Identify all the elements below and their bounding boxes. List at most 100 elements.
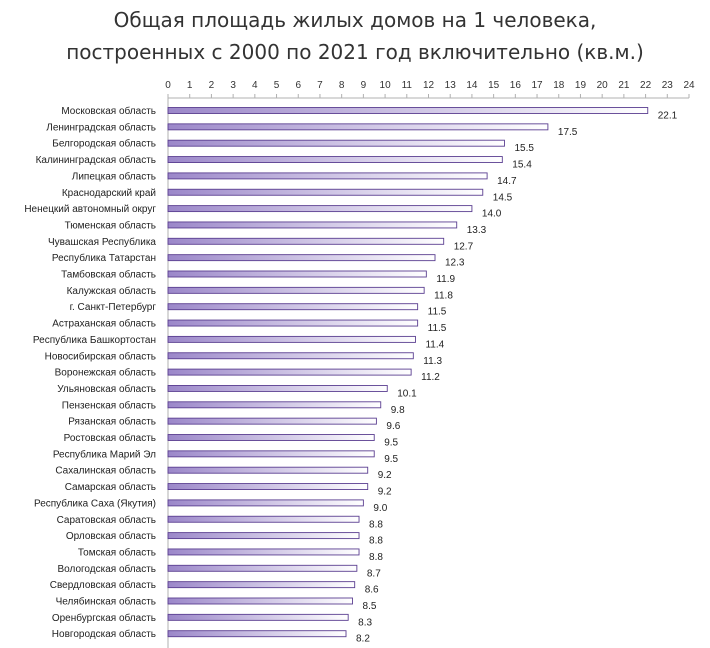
data-label: 11.4 — [425, 339, 444, 350]
x-tick-label: 6 — [295, 80, 301, 91]
x-tick-label: 0 — [165, 80, 171, 91]
bar — [167, 139, 505, 147]
bar — [167, 205, 473, 213]
category-label: Московская область — [61, 105, 156, 117]
bar — [167, 156, 503, 164]
x-tick-label: 1 — [187, 80, 193, 91]
x-tick-label: 9 — [361, 80, 367, 91]
data-label: 11.5 — [428, 307, 447, 318]
data-label: 12.3 — [445, 258, 465, 269]
category-label: Липецкая область — [72, 170, 156, 182]
data-label: 8.3 — [358, 617, 372, 628]
data-label: 8.2 — [356, 634, 370, 645]
category-label: Республика Марий Эл — [53, 448, 156, 460]
data-label: 14.0 — [482, 209, 502, 220]
category-label: Орловская область — [66, 530, 156, 542]
x-tick-label: 7 — [317, 80, 323, 91]
data-label: 9.5 — [384, 438, 398, 449]
bar — [167, 254, 436, 262]
x-tick-label: 8 — [339, 80, 345, 91]
category-label: Челябинская область — [56, 596, 156, 608]
bar — [167, 450, 375, 458]
data-label: 14.7 — [497, 176, 517, 187]
data-label: 11.8 — [434, 290, 453, 301]
bar — [167, 303, 419, 311]
bar — [167, 499, 364, 507]
bar — [167, 597, 353, 605]
category-label: Самарская область — [65, 481, 156, 493]
category-label: Новгородская область — [52, 628, 156, 640]
category-label: Республика Саха (Якутия) — [34, 497, 156, 509]
bar — [167, 107, 649, 114]
bar — [167, 368, 412, 376]
category-label: Калининградская область — [36, 154, 156, 166]
chart-title: Общая площадь жилых домов на 1 человека, — [113, 8, 597, 32]
category-label: Ненецкий автономный округ — [24, 204, 156, 215]
bars — [167, 107, 649, 638]
x-tick-label: 21 — [618, 80, 630, 91]
data-label: 9.2 — [378, 487, 392, 498]
data-label: 12.7 — [454, 241, 474, 252]
bar — [167, 270, 427, 278]
x-tick-label: 13 — [445, 80, 457, 91]
x-tick-label: 5 — [274, 80, 280, 91]
bar — [167, 286, 425, 294]
data-label: 9.0 — [373, 503, 387, 514]
category-label: Тюменская область — [65, 219, 156, 231]
data-label: 13.3 — [467, 225, 487, 236]
bar — [167, 581, 356, 589]
x-tick-label: 10 — [380, 80, 392, 91]
value-labels: 22.1 17.5 15.5 15.4 14.7 14.5 14.0 13.3 12.7 12.3… — [356, 111, 678, 645]
bar — [167, 123, 549, 131]
category-label: Томская область — [78, 546, 156, 558]
bar — [167, 564, 358, 572]
bar — [167, 548, 360, 556]
data-label: 9.6 — [386, 421, 400, 432]
data-label: 8.8 — [369, 552, 383, 563]
x-tick-label: 2 — [209, 80, 215, 91]
data-label: 8.7 — [367, 568, 381, 579]
category-label: Республика Башкортостан — [33, 334, 156, 346]
category-label: Тамбовская область — [61, 269, 156, 281]
bar — [167, 237, 445, 245]
category-label: Астраханская область — [52, 318, 156, 330]
x-tick-label: 24 — [683, 80, 695, 91]
category-label: Ростовская область — [64, 432, 156, 444]
bar — [167, 335, 416, 343]
data-label: 11.5 — [428, 323, 447, 334]
data-label: 14.5 — [493, 192, 513, 203]
category-label: Чувашская Республика — [48, 236, 156, 248]
data-label: 8.6 — [365, 585, 379, 596]
data-label: 11.3 — [423, 356, 442, 367]
bar — [167, 532, 360, 540]
category-label: Свердловская область — [50, 579, 156, 591]
bar — [167, 613, 349, 621]
bar — [167, 483, 369, 490]
data-label: 11.9 — [436, 274, 455, 285]
category-label: Сахалинская область — [55, 465, 156, 477]
x-tick-label: 18 — [553, 80, 565, 91]
category-label: Белгородская область — [52, 138, 156, 150]
x-tick-label: 3 — [230, 80, 236, 91]
x-tick-label: 15 — [488, 80, 500, 91]
data-label: 9.8 — [391, 405, 405, 416]
data-label: 8.5 — [363, 601, 377, 612]
category-label: Воронежская область — [55, 367, 156, 379]
category-label: Ленинградская область — [46, 121, 156, 133]
bar — [167, 401, 382, 409]
data-label: 22.1 — [658, 111, 678, 122]
x-tick-label: 4 — [252, 80, 258, 91]
bar — [167, 352, 414, 360]
category-labels: Московская область Ленинградская область Б… — [24, 105, 156, 640]
x-tick-label: 20 — [597, 80, 609, 91]
category-label: Вологодская область — [57, 563, 156, 575]
x-tick-label: 12 — [423, 80, 435, 91]
category-label: Саратовская область — [57, 514, 156, 526]
data-label: 11.2 — [421, 372, 440, 383]
bar — [167, 319, 419, 327]
x-tick-label: 23 — [662, 80, 674, 91]
x-tick-label: 22 — [640, 80, 652, 91]
category-label: Калужская область — [67, 285, 156, 297]
x-tick-label: 11 — [402, 80, 413, 91]
